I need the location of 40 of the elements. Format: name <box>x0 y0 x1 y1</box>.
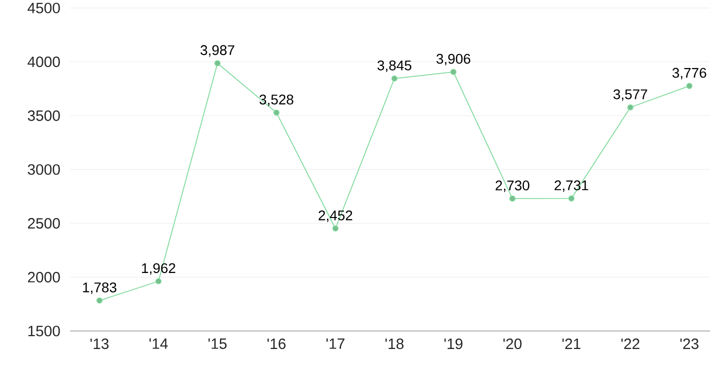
point <box>155 278 162 284</box>
y-tick-label: 2500 <box>28 218 60 229</box>
x-tick-label: '17 <box>326 338 344 349</box>
x-tick-label: '14 <box>150 338 168 349</box>
data-label: 3,577 <box>613 89 648 101</box>
data-label: 3,528 <box>260 94 294 106</box>
point <box>450 68 456 75</box>
data-label: 3,776 <box>672 68 706 80</box>
y-tick-label: 3000 <box>28 164 60 175</box>
point <box>627 104 634 110</box>
x-tick-label: '15 <box>208 338 227 349</box>
point <box>568 195 574 202</box>
point <box>686 82 692 89</box>
y-tick-label: 4000 <box>28 56 60 68</box>
x-tick-label: '18 <box>385 338 404 350</box>
point <box>332 225 338 232</box>
x-tick-label: '13 <box>90 338 109 350</box>
y-tick-label: 2000 <box>28 272 60 282</box>
data-label: 1,962 <box>142 263 176 275</box>
x-tick-label: '21 <box>562 338 580 349</box>
point <box>391 75 398 82</box>
y-tick-label: 4500 <box>28 2 60 14</box>
y-tick-label: 1500 <box>28 326 60 336</box>
data-label: 1,783 <box>83 282 116 294</box>
data-label: 2,731 <box>554 180 588 192</box>
data-label: 3,906 <box>436 54 470 66</box>
data-label: 2,730 <box>496 180 530 192</box>
x-tick-label: '19 <box>444 338 462 350</box>
point <box>214 60 221 66</box>
point <box>509 196 516 202</box>
point <box>96 297 103 304</box>
data-label: 2,452 <box>318 210 352 222</box>
data-label: 3,845 <box>378 60 412 72</box>
point <box>273 110 280 116</box>
x-tick-label: '22 <box>621 338 640 349</box>
y-tick-label: 3500 <box>28 110 60 121</box>
x-tick-label: '16 <box>267 338 286 350</box>
x-tick-label: '20 <box>503 338 522 350</box>
x-tick-label: '23 <box>680 338 698 350</box>
data-label: 3,987 <box>200 45 234 57</box>
